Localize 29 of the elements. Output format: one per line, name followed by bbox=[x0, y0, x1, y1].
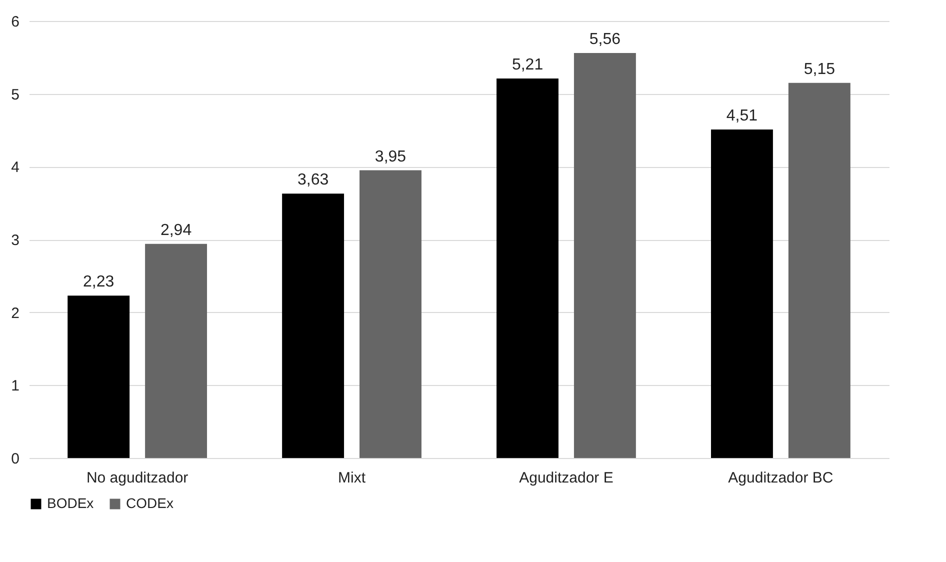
x-tick-label: Aguditzador BC bbox=[728, 470, 834, 486]
data-label: 5,21 bbox=[512, 56, 544, 74]
bar bbox=[145, 244, 208, 458]
data-label: 3,95 bbox=[374, 148, 406, 166]
data-label: 5,56 bbox=[589, 31, 621, 48]
legend-label: BODEx bbox=[47, 495, 94, 511]
data-label: 2,94 bbox=[160, 222, 192, 239]
bar bbox=[788, 82, 850, 458]
data-label: 5,15 bbox=[804, 60, 836, 78]
y-tick-label: 5 bbox=[11, 86, 20, 104]
y-tick-label: 0 bbox=[11, 450, 20, 468]
y-tick-label: 4 bbox=[11, 159, 20, 176]
bar bbox=[496, 78, 558, 458]
legend-label: CODEx bbox=[126, 495, 174, 511]
y-tick-label: 1 bbox=[11, 378, 20, 395]
y-tick-label: 6 bbox=[11, 14, 20, 30]
y-tick-label: 3 bbox=[11, 232, 20, 249]
y-tick-label: 2 bbox=[11, 304, 20, 322]
bar bbox=[68, 296, 130, 458]
x-tick-label: No aguditzador bbox=[86, 470, 188, 486]
bar bbox=[710, 130, 773, 458]
data-label: 2,23 bbox=[83, 274, 114, 291]
bar bbox=[360, 170, 422, 458]
bar bbox=[574, 53, 636, 458]
x-tick-label: Mixt bbox=[338, 470, 366, 486]
bar bbox=[282, 194, 344, 458]
data-label: 4,51 bbox=[726, 108, 758, 125]
data-label: 3,63 bbox=[297, 172, 329, 189]
x-tick-label: Aguditzador E bbox=[519, 470, 614, 486]
